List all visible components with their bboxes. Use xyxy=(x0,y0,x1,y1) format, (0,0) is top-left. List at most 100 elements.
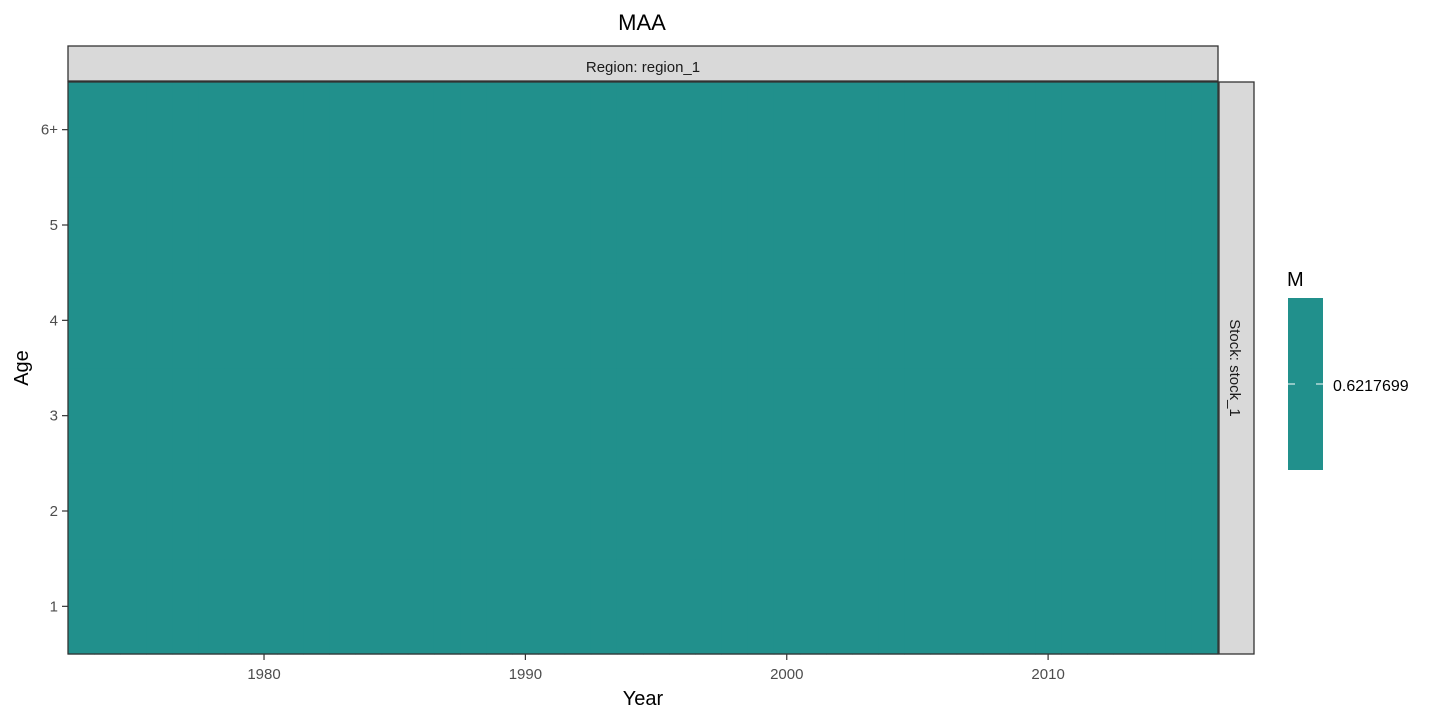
heatmap-tile xyxy=(747,558,775,655)
heatmap-tile xyxy=(982,463,1010,560)
heatmap-tile xyxy=(407,368,435,464)
heatmap-tile xyxy=(1087,558,1115,655)
heatmap-tile xyxy=(250,368,278,464)
x-axis-title: Year xyxy=(623,688,664,710)
heatmap-tile xyxy=(460,463,487,560)
x-tick-label: 1990 xyxy=(509,666,542,683)
y-tick-label: 5 xyxy=(50,217,58,234)
heatmap-tile xyxy=(198,368,226,464)
heatmap-tile xyxy=(407,177,435,274)
heatmap-tile xyxy=(407,463,435,560)
heatmap-tile xyxy=(878,272,905,369)
heatmap-tile xyxy=(564,177,592,274)
heatmap-tile xyxy=(120,272,148,369)
heatmap-tile xyxy=(930,558,958,655)
heatmap-tile xyxy=(1165,368,1193,464)
heatmap-tile xyxy=(146,558,174,655)
y-tick-label: 2 xyxy=(50,503,58,520)
heatmap-tile xyxy=(747,177,775,274)
heatmap-tile xyxy=(643,82,670,178)
heatmap-tile xyxy=(433,177,461,274)
heatmap-tile xyxy=(564,272,592,369)
heatmap-tile xyxy=(1087,368,1115,464)
heatmap-tile xyxy=(825,82,853,178)
heatmap-tile xyxy=(904,368,932,464)
heatmap-tile xyxy=(825,463,853,560)
heatmap-tile xyxy=(669,368,696,464)
heatmap-tile xyxy=(695,82,723,178)
heatmap-tile xyxy=(1139,272,1167,369)
heatmap-tile xyxy=(250,463,278,560)
heatmap-tile xyxy=(669,463,696,560)
heatmap-tile xyxy=(94,272,121,369)
heatmap-tile xyxy=(94,177,121,274)
heatmap-tile xyxy=(512,558,540,655)
heatmap-tile xyxy=(956,82,984,178)
heatmap-tile xyxy=(669,177,696,274)
heatmap-tile xyxy=(1165,558,1193,655)
heatmap-tile xyxy=(904,177,932,274)
heatmap-tile xyxy=(1061,463,1088,560)
legend-title: M xyxy=(1287,269,1304,291)
heatmap-tile xyxy=(1008,368,1036,464)
heatmap-tile xyxy=(120,82,148,178)
heatmap-tile xyxy=(224,368,252,464)
heatmap-tile xyxy=(956,177,984,274)
heatmap-tile xyxy=(773,177,801,274)
heatmap-tile xyxy=(1139,177,1167,274)
heatmap-tile xyxy=(669,558,696,655)
heatmap-tile xyxy=(355,558,383,655)
heatmap-tile xyxy=(1139,82,1167,178)
heatmap-tile xyxy=(355,272,383,369)
heatmap-tile xyxy=(1113,558,1141,655)
heatmap-tile xyxy=(486,272,513,369)
heatmap-tile xyxy=(224,558,252,655)
heatmap-tile xyxy=(773,558,801,655)
heatmap-tile xyxy=(198,82,226,178)
heatmap-tile xyxy=(172,82,200,178)
heatmap-tile xyxy=(930,82,958,178)
heatmap-tile xyxy=(146,463,174,560)
heatmap-tile xyxy=(303,368,330,464)
y-tick-label: 4 xyxy=(50,312,58,329)
heatmap-tile xyxy=(538,177,566,274)
heatmap-tile xyxy=(381,368,409,464)
heatmap-tile xyxy=(381,82,409,178)
heatmap-tile xyxy=(1191,463,1219,560)
heatmap-tile xyxy=(721,368,749,464)
heatmap-tile xyxy=(747,368,775,464)
heatmap-tile xyxy=(1191,558,1219,655)
heatmap-tile xyxy=(1139,558,1167,655)
heatmap-tile xyxy=(956,272,984,369)
heatmap-tile xyxy=(250,558,278,655)
heatmap-tile xyxy=(277,463,304,560)
heatmap-tile xyxy=(590,82,618,178)
heatmap-tile xyxy=(982,558,1010,655)
heatmap-tile xyxy=(564,368,592,464)
heatmap-tile xyxy=(982,272,1010,369)
heatmap-tile xyxy=(512,368,540,464)
heatmap-tile xyxy=(564,558,592,655)
heatmap-tile xyxy=(486,368,513,464)
heatmap-tile xyxy=(799,82,827,178)
heatmap-tile xyxy=(773,82,801,178)
facet-label-region: Region: region_1 xyxy=(586,59,700,76)
heatmap-tile xyxy=(643,558,670,655)
heatmap-tile xyxy=(878,177,905,274)
heatmap-tile xyxy=(564,463,592,560)
heatmap-tile xyxy=(303,82,330,178)
heatmap-tile xyxy=(486,82,513,178)
heatmap-tile xyxy=(1191,82,1219,178)
heatmap-tile xyxy=(825,272,853,369)
heatmap-tile xyxy=(486,558,513,655)
heatmap-tile xyxy=(1035,82,1062,178)
heatmap-tile xyxy=(1061,558,1088,655)
heatmap-tile xyxy=(695,368,723,464)
heatmap-tile xyxy=(982,177,1010,274)
y-tick-label: 6+ xyxy=(41,122,58,139)
x-tick-label: 2000 xyxy=(770,666,803,683)
heatmap-tile xyxy=(120,463,148,560)
heatmap-tile xyxy=(1087,463,1115,560)
heatmap-tile xyxy=(590,368,618,464)
x-tick-label: 2010 xyxy=(1031,666,1064,683)
